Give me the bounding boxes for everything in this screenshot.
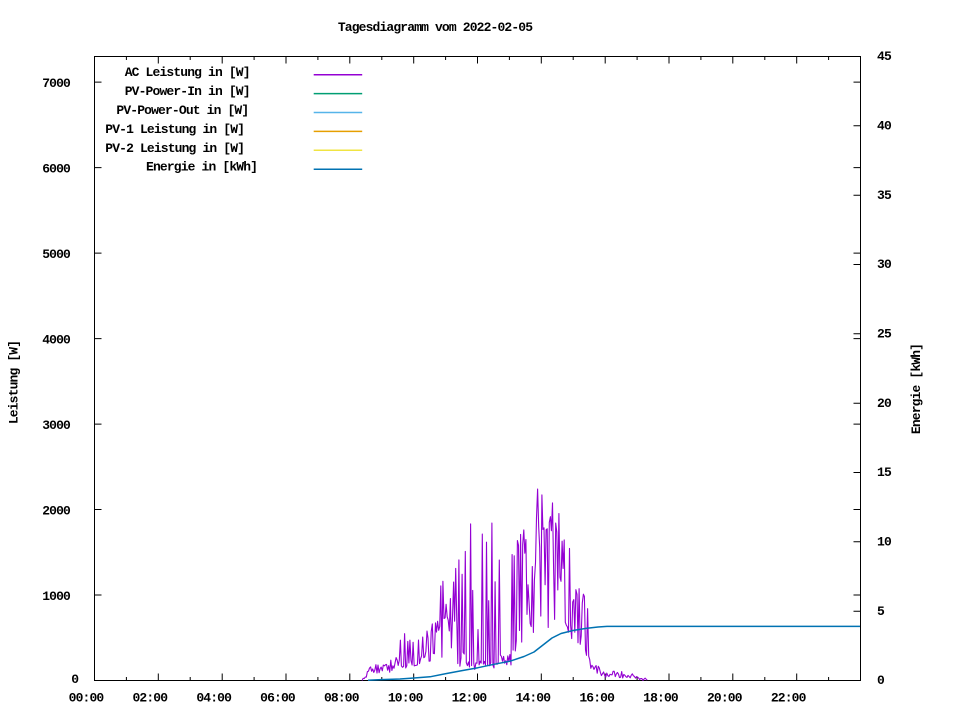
svg-text:0: 0: [71, 672, 79, 687]
svg-text:30: 30: [877, 257, 892, 272]
svg-text:2000: 2000: [42, 503, 71, 518]
svg-text:35: 35: [877, 188, 892, 203]
svg-text:7000: 7000: [42, 76, 71, 91]
svg-text:PV-2 Leistung in [W]: PV-2 Leistung in [W]: [105, 141, 244, 156]
svg-text:PV-1 Leistung in [W]: PV-1 Leistung in [W]: [105, 122, 244, 137]
svg-text:20:00: 20:00: [707, 691, 743, 706]
svg-text:08:00: 08:00: [324, 691, 360, 706]
svg-text:18:00: 18:00: [643, 691, 679, 706]
svg-text:45: 45: [877, 49, 892, 64]
svg-text:04:00: 04:00: [196, 691, 232, 706]
svg-text:15: 15: [877, 465, 892, 480]
svg-text:00:00: 00:00: [69, 691, 105, 706]
svg-text:20: 20: [877, 396, 892, 411]
svg-text:4000: 4000: [42, 332, 71, 347]
svg-text:06:00: 06:00: [260, 691, 296, 706]
svg-text:40: 40: [877, 118, 892, 133]
svg-text:Energie [kWh]: Energie [kWh]: [909, 344, 924, 434]
svg-text:PV-Power-In in [W]: PV-Power-In in [W]: [125, 84, 250, 99]
svg-text:12:00: 12:00: [452, 691, 488, 706]
svg-text:Tagesdiagramm vom 2022-02-05: Tagesdiagramm vom 2022-02-05: [338, 20, 533, 35]
svg-text:5: 5: [877, 604, 885, 619]
svg-text:02:00: 02:00: [132, 691, 168, 706]
svg-text:0: 0: [877, 673, 885, 688]
svg-text:10:00: 10:00: [388, 691, 424, 706]
svg-text:14:00: 14:00: [515, 691, 551, 706]
svg-text:AC Leistung in [W]: AC Leistung in [W]: [125, 65, 250, 80]
svg-text:Energie in [kWh]: Energie in [kWh]: [146, 160, 257, 175]
svg-text:6000: 6000: [42, 161, 71, 176]
svg-text:10: 10: [877, 534, 892, 549]
svg-text:5000: 5000: [42, 247, 71, 262]
svg-text:16:00: 16:00: [579, 691, 615, 706]
svg-text:25: 25: [877, 326, 892, 341]
svg-text:3000: 3000: [42, 418, 71, 433]
svg-text:Leistung [W]: Leistung [W]: [7, 341, 22, 424]
svg-text:22:00: 22:00: [771, 691, 807, 706]
svg-text:1000: 1000: [42, 589, 71, 604]
svg-text:PV-Power-Out in [W]: PV-Power-Out in [W]: [116, 103, 248, 118]
